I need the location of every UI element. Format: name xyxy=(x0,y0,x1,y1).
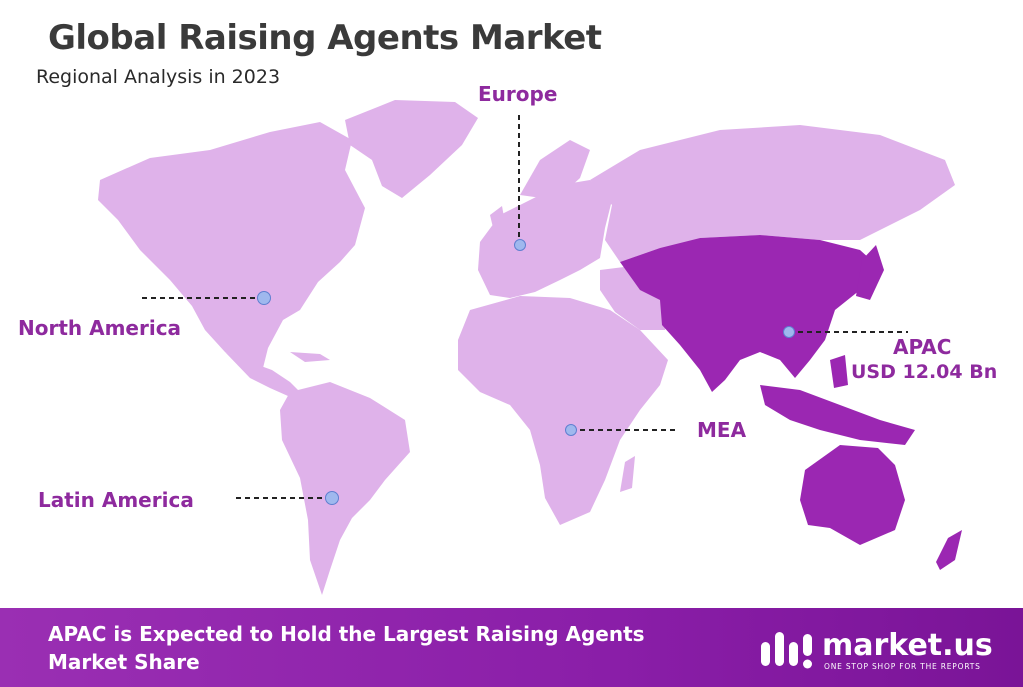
market-us-logo-icon xyxy=(761,632,812,669)
japan-shape xyxy=(856,245,884,300)
page-subtitle: Regional Analysis in 2023 xyxy=(36,66,281,88)
mea-marker-icon xyxy=(565,424,577,436)
market-us-logo: market.us ONE STOP SHOP FOR THE REPORTS xyxy=(758,626,998,672)
latin-america-marker-icon xyxy=(325,491,339,505)
new-zealand-shape xyxy=(936,530,962,570)
mea-label: MEA xyxy=(697,418,747,442)
greenland-shape xyxy=(345,100,478,198)
north-america-shape xyxy=(98,122,365,372)
logo-name: market.us xyxy=(822,628,993,663)
apac-label: APAC xyxy=(893,335,952,359)
apac-shape xyxy=(620,235,880,392)
apac-value: USD 12.04 Bn xyxy=(851,361,998,383)
north-america-label: North America xyxy=(18,316,182,340)
philippines-shape xyxy=(830,355,848,388)
uk-shape xyxy=(490,206,506,236)
europe-marker-icon xyxy=(514,239,526,251)
world-map xyxy=(98,100,962,595)
footer-headline: APAC is Expected to Hold the Largest Rai… xyxy=(48,622,645,674)
caribbean-shape xyxy=(290,352,330,362)
europe-shape xyxy=(478,180,612,298)
south-america-shape xyxy=(280,382,410,595)
africa-shape xyxy=(458,296,668,525)
southeast-asia-shape xyxy=(760,385,915,445)
page-title: Global Raising Agents Market xyxy=(48,18,602,58)
logo-tagline: ONE STOP SHOP FOR THE REPORTS xyxy=(824,662,981,671)
north-america-marker-icon xyxy=(257,291,271,305)
madagascar-shape xyxy=(620,456,635,492)
australia-shape xyxy=(800,445,905,545)
footer-banner: APAC is Expected to Hold the Largest Rai… xyxy=(0,608,1023,687)
russia-shape xyxy=(590,125,955,262)
latin-america-label: Latin America xyxy=(38,488,194,512)
apac-marker-icon xyxy=(783,326,795,338)
central-america-shape xyxy=(225,352,300,396)
europe-label: Europe xyxy=(478,82,558,106)
scandinavia-shape xyxy=(520,140,590,200)
